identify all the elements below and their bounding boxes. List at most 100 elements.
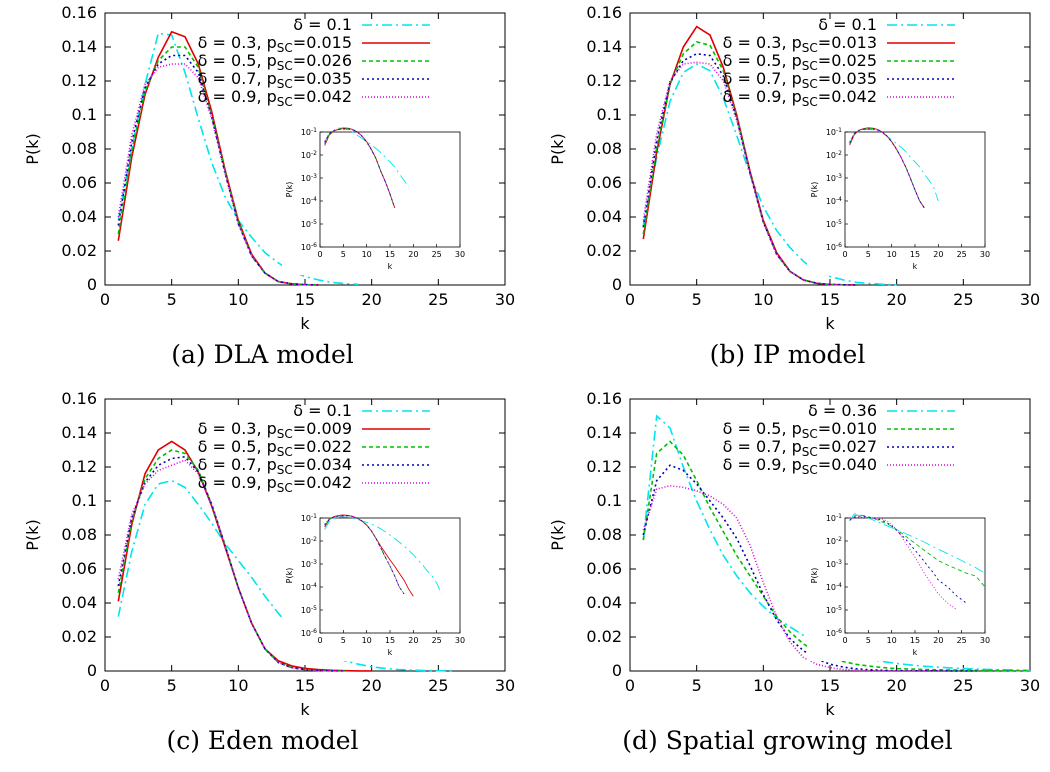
inset-series-line-0 — [849, 128, 939, 202]
y-tick-label: 0.02 — [61, 627, 97, 646]
x-tick-label: 5 — [167, 290, 177, 309]
inset-x-tick-label: 25 — [432, 636, 442, 645]
legend-label-0: δ = 0.1 — [818, 15, 877, 34]
y-axis-label: P(k) — [23, 519, 42, 550]
y-tick-label: 0.16 — [61, 3, 97, 22]
panel-ip: 0 5 10 15 20 25 30 0 0.02 0.04 0.06 0.08 0.1 0.12 0.14… — [525, 0, 1050, 386]
caption-eden: (c) Eden model — [166, 726, 359, 755]
inset-x-tick-label: 25 — [957, 636, 967, 645]
y-tick-label: 0.16 — [586, 3, 622, 22]
legend-label-2: δ = 0.5, pSC=0.026 — [198, 51, 352, 73]
inset-y-tick-label: 10-1 — [301, 127, 317, 137]
panel-dla: 0 5 10 15 20 25 30 0 0.02 0.04 0.06 0.08 0.1 0.12 0.14… — [0, 0, 525, 386]
legend-label-0: δ = 0.1 — [293, 401, 352, 420]
series-line-4 — [642, 61, 857, 286]
series-line-0 — [642, 414, 1031, 672]
inset-y-tick-label: 10-5 — [826, 605, 842, 615]
y-tick-label: 0.14 — [586, 37, 622, 56]
inset-x-tick-label: 15 — [385, 636, 395, 645]
legend-label-1: δ = 0.3, pSC=0.013 — [723, 33, 877, 55]
y-tick-label: 0.02 — [586, 627, 622, 646]
inset-series-line-4 — [324, 128, 396, 209]
y-tick-label: 0.1 — [597, 491, 622, 510]
series-line-1 — [117, 440, 372, 672]
x-tick-label: 15 — [295, 290, 315, 309]
y-tick-label: 0.12 — [586, 457, 622, 476]
inset-x-tick-label: 10 — [887, 636, 897, 645]
inset-x-tick-label: 15 — [385, 250, 395, 259]
inset-x-axis-label: k — [913, 262, 918, 271]
y-tick-label: 0.1 — [72, 105, 97, 124]
inset-x-tick-label: 5 — [866, 250, 871, 259]
x-tick-label: 5 — [692, 290, 702, 309]
x-tick-label: 0 — [625, 290, 635, 309]
y-tick-label: 0.08 — [61, 525, 97, 544]
inset-x-tick-label: 30 — [455, 636, 465, 645]
y-tick-label: 0.08 — [586, 525, 622, 544]
y-axis-label: P(k) — [548, 133, 567, 164]
inset-y-tick-label: 10-5 — [826, 219, 842, 229]
inset-y-tick-label: 10-3 — [826, 559, 842, 569]
y-tick-label: 0 — [87, 661, 97, 680]
inset-x-tick-label: 15 — [910, 636, 920, 645]
y-tick-label: 0.08 — [61, 139, 97, 158]
y-tick-label: 0.12 — [61, 457, 97, 476]
inset-x-tick-label: 10 — [362, 636, 372, 645]
inset-x-tick-label: 5 — [341, 250, 346, 259]
inset-x-tick-label: 0 — [317, 636, 322, 645]
inset-x-tick-label: 30 — [980, 250, 990, 259]
legend-label-3: δ = 0.7, pSC=0.034 — [198, 455, 352, 477]
inset-x-axis-label: k — [388, 648, 393, 657]
x-axis-label: k — [300, 700, 310, 719]
legend-label-3: δ = 0.7, pSC=0.035 — [198, 69, 352, 91]
legend-label-4: δ = 0.9, pSC=0.042 — [198, 87, 352, 109]
inset-y-tick-label: 10-6 — [301, 242, 317, 252]
chart-spatial: 0 5 10 15 20 25 30 0 0.02 0.04 0.06 0.08 0.1 0.12 0.14… — [548, 389, 1040, 719]
inset-y-tick-label: 10-6 — [826, 242, 842, 252]
y-tick-label: 0.04 — [586, 207, 622, 226]
y-tick-label: 0.1 — [597, 105, 622, 124]
y-tick-label: 0 — [612, 661, 622, 680]
x-tick-label: 30 — [1020, 290, 1040, 309]
y-tick-label: 0.16 — [586, 389, 622, 408]
inset-x-tick-label: 10 — [887, 250, 897, 259]
x-tick-label: 5 — [692, 676, 702, 695]
chart-eden: 0 5 10 15 20 25 30 0 0.02 0.04 0.06 0.08 0.1 0.12 0.14… — [23, 389, 515, 719]
inset-background — [807, 514, 995, 661]
y-tick-label: 0.08 — [586, 139, 622, 158]
legend-label-1: δ = 0.3, pSC=0.009 — [198, 419, 352, 441]
inset-y-tick-label: 10-1 — [826, 127, 842, 137]
panel-spatial: 0 5 10 15 20 25 30 0 0.02 0.04 0.06 0.08 0.1 0.12 0.14… — [525, 386, 1050, 772]
series-line-0 — [642, 63, 897, 286]
inset-y-tick-label: 10-3 — [301, 559, 317, 569]
inset-y-axis-label: P(k) — [285, 568, 294, 584]
inset-x-tick-label: 20 — [408, 636, 418, 645]
y-axis-label: P(k) — [23, 133, 42, 164]
x-tick-label: 0 — [100, 676, 110, 695]
inset-y-tick-label: 10-5 — [301, 605, 317, 615]
x-tick-label: 15 — [820, 290, 840, 309]
series-line-4 — [117, 459, 346, 672]
legend-label-2: δ = 0.5, pSC=0.022 — [198, 437, 352, 459]
inset-x-tick-label: 0 — [842, 636, 847, 645]
inset-y-tick-label: 10-2 — [301, 150, 317, 160]
y-axis-label: P(k) — [548, 519, 567, 550]
x-tick-label: 30 — [495, 290, 515, 309]
x-tick-label: 30 — [495, 676, 515, 695]
chart-dla: 0 5 10 15 20 25 30 0 0.02 0.04 0.06 0.08 0.1 0.12 0.14… — [23, 3, 515, 333]
x-tick-label: 20 — [886, 676, 906, 695]
x-tick-label: 25 — [953, 676, 973, 695]
y-tick-label: 0.04 — [586, 593, 622, 612]
y-tick-label: 0.14 — [586, 423, 622, 442]
inset-background — [282, 128, 470, 275]
inset-y-tick-label: 10-6 — [301, 628, 317, 638]
legend-label-1: δ = 0.3, pSC=0.015 — [198, 33, 352, 55]
y-tick-label: 0.1 — [72, 491, 97, 510]
inset-y-tick-label: 10-4 — [826, 196, 842, 206]
inset-y-tick-label: 10-4 — [301, 196, 317, 206]
x-tick-label: 25 — [428, 290, 448, 309]
x-axis-label: k — [825, 700, 835, 719]
x-tick-label: 10 — [228, 290, 248, 309]
y-tick-label: 0.02 — [61, 241, 97, 260]
x-tick-label: 15 — [295, 676, 315, 695]
